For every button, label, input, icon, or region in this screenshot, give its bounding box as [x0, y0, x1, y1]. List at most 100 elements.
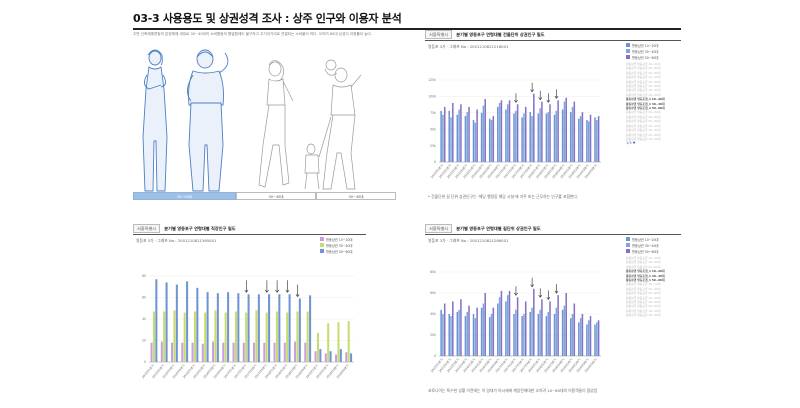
bar — [492, 116, 495, 162]
annotation-arrowhead — [538, 97, 543, 101]
legend-item[interactable]: 활동상권 50~60대 — [626, 54, 686, 60]
bar — [523, 113, 525, 162]
bar — [497, 303, 499, 356]
bar — [484, 293, 486, 356]
legend-extra-item[interactable]: 활동상권 영등포권_1 50~60대 — [626, 106, 665, 111]
annotation-arrowhead — [514, 292, 518, 296]
legend-extra-item[interactable]: 활동상권 영등포권 50~60대 — [626, 304, 661, 309]
bar — [456, 114, 459, 162]
panel-2-legend: 활동상권 10~20대 활동상권 30~40대 활동상권 50~60대 — [320, 236, 380, 254]
panel-1-legend-pager[interactable]: 1/3 ▼ — [626, 141, 636, 146]
bar — [472, 314, 475, 356]
legend-label: 활동상권 30~40대 — [632, 49, 659, 54]
bar — [150, 342, 153, 362]
legend-extra-item[interactable]: 활동상권 영등포권 10~20대 — [626, 256, 661, 260]
legend-extra-item[interactable]: 활동상권 영등포권 10~20대 — [626, 136, 661, 141]
legend-extra-item[interactable]: 활동상권 영등포권 30~40대 — [626, 66, 661, 71]
annotation-arrowhead — [275, 289, 280, 293]
legend-extra-item[interactable]: 활동상권 영등포권 10~20대 — [626, 295, 661, 300]
bar — [253, 342, 256, 362]
bar — [565, 97, 567, 162]
legend-extra-item[interactable]: 활동상권 영등포권_1 50~60대 — [626, 278, 665, 283]
legend-item[interactable]: 활동상권 30~40대 — [626, 48, 686, 54]
legend-extra-item[interactable]: 활동상권 영등포권 10~20대 — [626, 110, 661, 115]
segment-tab-1[interactable]: 30~40대 — [133, 192, 236, 200]
bar — [316, 332, 319, 362]
bar — [549, 301, 551, 356]
bar — [557, 295, 559, 356]
legend-extra-item[interactable]: 활동상권 영등포권 30~40대 — [626, 114, 661, 119]
legend-extra-item[interactable]: 활동상권 영등포권_1 10~20대 — [626, 97, 665, 102]
legend-extra-item[interactable]: 활동상권 영등포권 50~60대 — [626, 119, 661, 124]
panel-1-legend-extra: 활동상권 영등포권 10~20대 활동상권 영등포권 30~40대 활동상권 영등포… — [626, 62, 686, 141]
legend-extra-item[interactable]: 활동상권 영등포권 30~40대 — [626, 92, 661, 97]
legend-extra-item[interactable]: 활동상권 영등포권 10~20대 — [626, 308, 661, 313]
legend-item[interactable]: 활동상권 10~20대 — [320, 236, 380, 242]
legend-extra-item[interactable]: 활동상권 영등포권 50~60대 — [626, 264, 661, 269]
bar — [594, 117, 596, 162]
bar — [257, 294, 260, 362]
walking-woman-figure — [258, 60, 294, 188]
panel-3-legend-extra: 활동상권 영등포권 10~20대 활동상권 영등포권 30~40대 활동상권 영등포… — [626, 256, 686, 318]
bar — [516, 297, 519, 356]
legend-extra-item[interactable]: 활동상권 영등포권 30~40대 — [626, 300, 661, 305]
legend-extra-item[interactable]: 활동상권 영등포권 50~60대 — [626, 132, 661, 137]
legend-extra-item[interactable]: 활동상권 영등포권 50~60대 — [626, 70, 661, 75]
bar — [506, 104, 509, 162]
annotation-arrowhead — [244, 289, 249, 293]
bar — [539, 309, 541, 356]
legend-extra-item[interactable]: 활동상권 영등포권 30~40대 — [626, 313, 661, 318]
legend-extra-item[interactable]: 활동상권 영등포권 30~40대 — [626, 260, 661, 265]
legend-extra-item[interactable]: 활동상권 영등포권 30~40대 — [626, 286, 661, 291]
bar — [549, 104, 551, 162]
intro-text: 주변 신축예예류점의 분양예예 세대로 30~40대의 소비활동의 활발함에도 … — [133, 32, 372, 36]
bar — [216, 293, 219, 362]
legend-item[interactable]: 활동상권 30~40대 — [626, 242, 686, 248]
segment-tab-2[interactable]: 30~40대 — [236, 192, 316, 200]
legend-swatch — [320, 237, 324, 241]
legend-extra-item[interactable]: 활동상권 영등포권 10~20대 — [626, 282, 661, 287]
legend-item[interactable]: 활동상권 30~40대 — [320, 242, 380, 248]
bar — [265, 312, 268, 362]
legend-swatch — [626, 49, 630, 53]
legend-item[interactable]: 활동상권 10~20대 — [626, 236, 686, 242]
bar — [557, 100, 559, 162]
annotation-arrowhead — [285, 289, 290, 293]
bar — [547, 112, 549, 162]
bar — [350, 353, 353, 362]
legend-extra-item[interactable]: 활동상권 영등포권 30~40대 — [626, 79, 661, 84]
legend-item[interactable]: 활동상권 50~60대 — [626, 248, 686, 254]
bar — [500, 100, 503, 162]
legend-extra-item[interactable]: 활동상권 영등포권_1 10~20대 — [626, 269, 665, 274]
bar — [450, 316, 452, 356]
bar — [541, 299, 543, 356]
bar — [529, 112, 531, 162]
legend-item[interactable]: 활동상권 50~60대 — [320, 248, 380, 254]
legend-extra-item[interactable]: 활동상권 영등포권 10~20대 — [626, 123, 661, 128]
bar — [573, 101, 576, 162]
annotation-arrowhead — [530, 284, 535, 288]
y-tick-label: 20k — [430, 333, 436, 337]
y-tick-label: 25k — [430, 144, 436, 148]
y-tick-label: 60k — [430, 291, 436, 295]
bar — [181, 342, 184, 362]
legend-swatch — [320, 249, 324, 253]
annotation-arrowhead — [554, 95, 559, 99]
legend-extra-item[interactable]: 활동상권 영등포권 50~60대 — [626, 84, 661, 89]
segment-tab-3[interactable]: 30~40대 — [316, 192, 396, 200]
legend-extra-item[interactable]: 활동상권 영등포권 50~60대 — [626, 291, 661, 296]
legend-item[interactable]: 활동상권 10~20대 — [626, 42, 686, 48]
legend-extra-item[interactable]: 활동상권 영등포권 30~40대 — [626, 128, 661, 133]
legend-extra-item[interactable]: 활동상권 영등포권_1 30~40대 — [626, 273, 665, 278]
bar — [515, 110, 517, 162]
bar — [171, 342, 174, 362]
legend-extra-item[interactable]: 활동상권 영등포권 10~20대 — [626, 62, 661, 66]
legend-extra-item[interactable]: 활동상권 영등포권 10~20대 — [626, 75, 661, 80]
legend-label: 활동상권 50~60대 — [632, 249, 659, 254]
bar — [578, 118, 580, 162]
legend-extra-item[interactable]: 활동상권 영등포권 10~20대 — [626, 88, 661, 93]
legend-extra-item[interactable]: 활동상권 영등포권_1 30~40대 — [626, 101, 665, 106]
bar — [581, 314, 584, 356]
bar — [242, 342, 245, 362]
bar — [286, 312, 289, 362]
